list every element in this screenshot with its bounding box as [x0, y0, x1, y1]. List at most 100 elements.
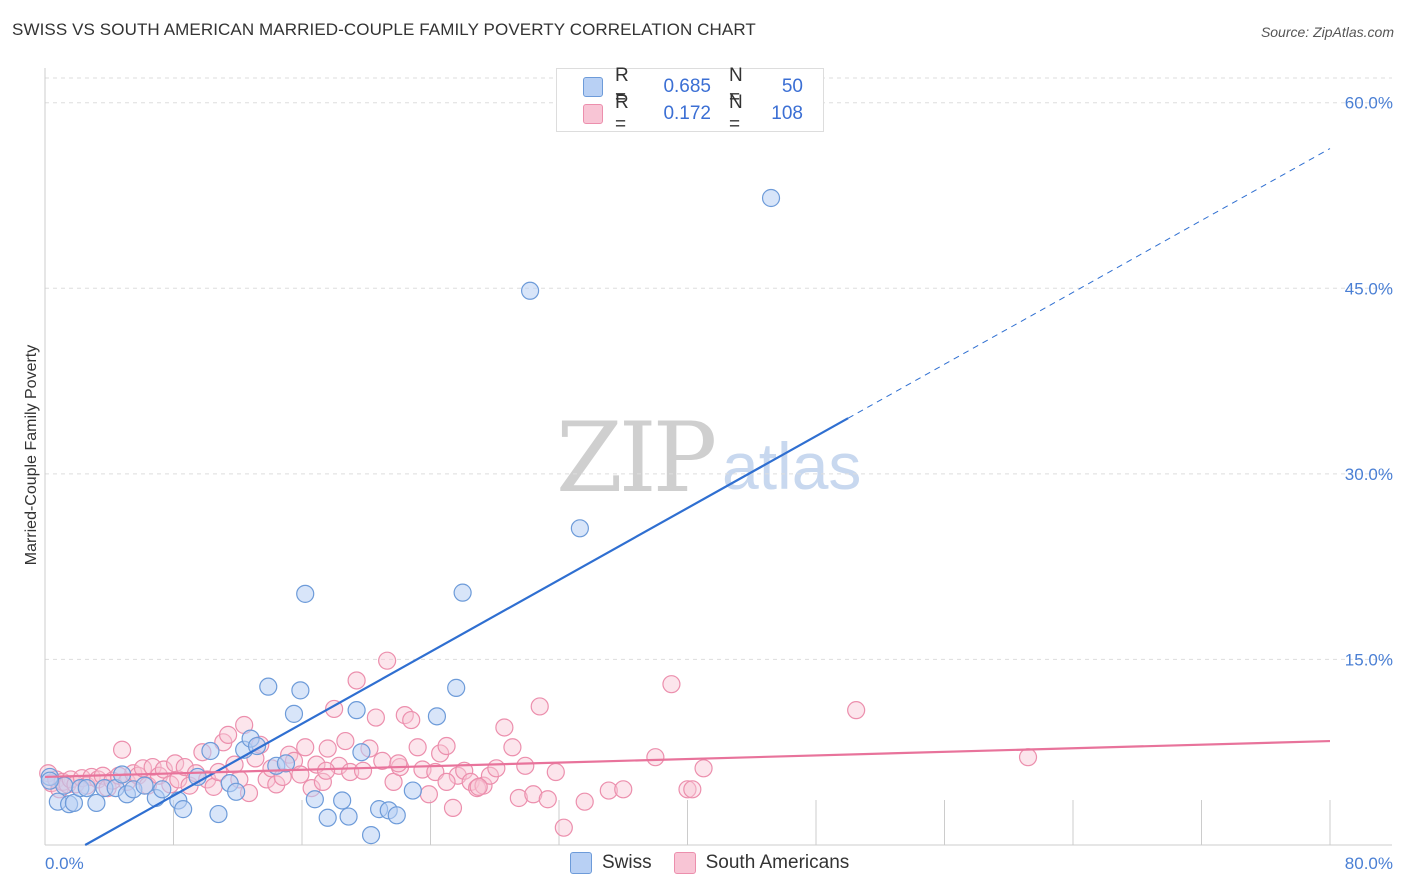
series-legend: Swiss South Americans [570, 852, 871, 874]
south-americans-point [336, 731, 355, 751]
south-americans-point [694, 759, 713, 778]
south-americans-swatch [583, 104, 603, 124]
south-americans-point [431, 744, 450, 763]
south-americans-point [313, 772, 332, 792]
south-americans-point [503, 738, 522, 757]
swiss-point [284, 704, 304, 723]
swiss-swatch [583, 77, 603, 97]
south-americans-point [599, 781, 618, 800]
legend-label-south-americans: South Americans [705, 852, 850, 873]
swiss-point [387, 806, 406, 825]
south-americans-point [495, 718, 514, 737]
n-value: 50 [781, 76, 803, 97]
south-americans-point [419, 785, 438, 804]
swiss-point [352, 743, 371, 762]
correlation-legend: R = 0.685 N = 50 R = 0.172 N = 108 [556, 65, 824, 135]
chart-source: Source: ZipAtlas.com [1260, 24, 1394, 40]
south-americans-point [389, 754, 408, 773]
swiss-point [77, 778, 96, 798]
y-tick-label: 45.0% [1345, 279, 1393, 298]
n-label: N = [729, 92, 743, 135]
x-tick-label: 80.0% [1345, 854, 1393, 873]
swiss-point [453, 583, 472, 602]
y-tick-label: 60.0% [1345, 94, 1393, 113]
swiss-point [347, 701, 366, 720]
swiss-trendline-extension [847, 148, 1331, 419]
swiss-point [40, 771, 59, 790]
south-americans-point [538, 790, 557, 809]
south-americans-point [1018, 748, 1038, 767]
south-americans-point [469, 777, 488, 796]
swiss-point [403, 781, 422, 800]
south-americans-point [662, 675, 681, 694]
swiss-point [447, 678, 466, 697]
swiss-point [135, 776, 154, 795]
south-americans-point [437, 772, 456, 792]
x-tick-label: 0.0% [45, 854, 84, 873]
tick-labels: 15.0% 30.0% 45.0% 60.0% 0.0% 80.0% [45, 94, 1393, 873]
legend-row-south-americans: R = 0.172 N = 108 [583, 92, 803, 135]
legend-item-south-americans: South Americans [673, 852, 850, 874]
n-label: N = [729, 65, 743, 108]
south-americans-point [291, 765, 310, 784]
y-axis-label: Married-Couple Family Poverty [23, 345, 40, 566]
swiss-point [305, 790, 324, 809]
r-value: 0.685 [663, 76, 711, 97]
south-americans-point [402, 710, 421, 730]
south-americans-point [524, 785, 543, 804]
south-americans-swatch [673, 852, 696, 874]
south-americans-point [683, 780, 702, 799]
swiss-swatch [570, 852, 592, 874]
swiss-point [174, 800, 193, 819]
south-americans-point [347, 671, 366, 690]
south-americans-point [353, 761, 373, 780]
south-americans-point [530, 697, 549, 716]
south-americans-point [546, 762, 565, 782]
south-americans-point [554, 818, 573, 837]
swiss-point [361, 826, 381, 845]
swiss-point [427, 707, 447, 726]
swiss-point [333, 791, 352, 810]
swiss-point [318, 808, 337, 827]
south-americans-point [175, 757, 194, 777]
south-americans-point [443, 798, 463, 817]
swiss-point [296, 584, 315, 603]
swiss-point [291, 681, 310, 700]
swiss-point [201, 741, 220, 761]
legend-item-swiss: Swiss [570, 852, 652, 874]
watermark-zip: ZIP [556, 402, 717, 514]
swiss-point [259, 677, 278, 696]
south-americans-point [219, 725, 238, 744]
swiss-point [276, 754, 296, 773]
axes [44, 68, 1392, 846]
south-americans-trendline [44, 739, 1331, 779]
swiss-point [520, 281, 540, 300]
south-americans-point [316, 761, 336, 780]
south-americans-point [267, 775, 286, 794]
south-americans-point [847, 701, 866, 720]
legend-label-swiss: Swiss [602, 852, 652, 873]
south-americans-point [296, 738, 315, 757]
south-americans-point [575, 792, 594, 811]
south-americans-point [325, 699, 344, 719]
r-label: R = [615, 65, 629, 108]
swiss-point [570, 519, 589, 538]
grid-lines [45, 77, 1392, 660]
swiss-point [761, 188, 781, 208]
y-tick-label: 30.0% [1345, 465, 1393, 484]
south-americans-point [366, 708, 385, 727]
south-americans-point [455, 761, 474, 780]
trend-lines [44, 148, 1331, 846]
south-americans-point [378, 651, 397, 670]
watermark-atlas: atlas [722, 429, 862, 503]
n-value: 108 [771, 103, 803, 124]
south-americans-point [318, 739, 337, 758]
south-americans-point [516, 756, 535, 775]
y-tick-label: 15.0% [1345, 650, 1393, 669]
r-value: 0.172 [663, 103, 711, 124]
swiss-point [87, 793, 106, 813]
chart-title: SWISS VS SOUTH AMERICAN MARRIED-COUPLE F… [12, 20, 756, 39]
south-americans-point [112, 740, 132, 759]
south-americans-point [408, 738, 427, 757]
